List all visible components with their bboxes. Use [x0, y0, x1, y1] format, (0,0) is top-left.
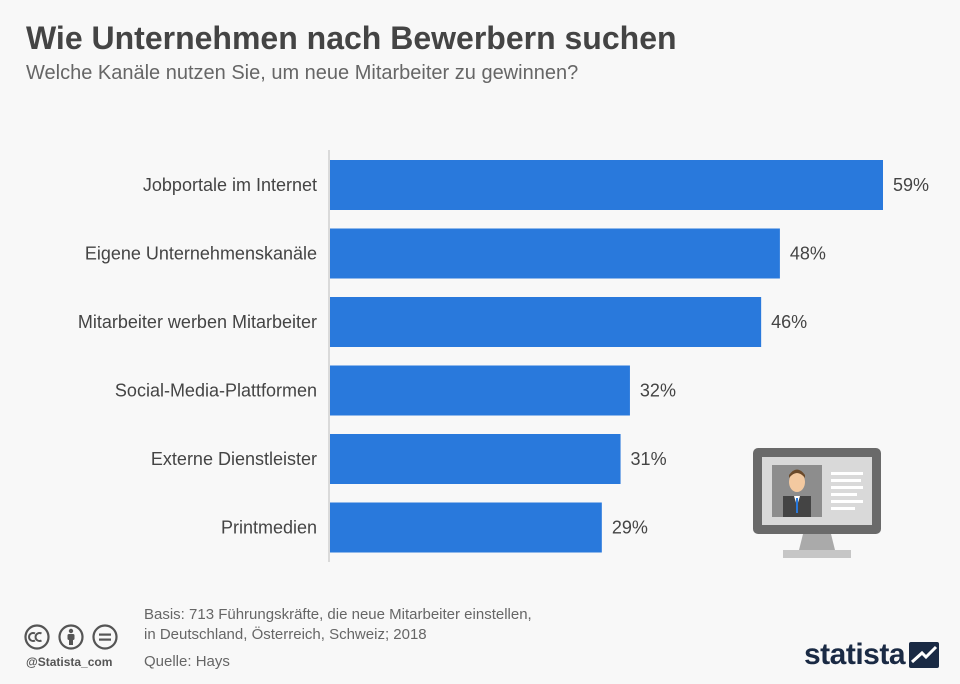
- value-label: 31%: [631, 449, 667, 469]
- bars-group: Jobportale im Internet 59% Eigene Unterneh…: [78, 160, 929, 553]
- value-label: 48%: [790, 244, 826, 264]
- bar: [330, 160, 883, 210]
- category-label: Eigene Unternehmenskanäle: [85, 244, 317, 264]
- chart-title: Wie Unternehmen nach Bewerbern suchen: [26, 20, 677, 56]
- statista-handle: @Statista_com: [26, 655, 113, 669]
- statista-wordmark: statista: [804, 638, 906, 671]
- chart-subtitle: Welche Kanäle nutzen Sie, um neue Mitarb…: [26, 62, 579, 84]
- bar: [330, 434, 621, 484]
- bar-chart: Jobportale im Internet 59% Eigene Unterneh…: [78, 150, 929, 562]
- category-label: Mitarbeiter werben Mitarbeiter: [78, 312, 317, 332]
- statista-brand[interactable]: statista: [804, 638, 940, 672]
- category-label: Printmedien: [221, 518, 317, 538]
- source-note: Quelle: Hays: [144, 653, 230, 670]
- bar: [330, 228, 780, 279]
- value-label: 29%: [612, 518, 648, 538]
- category-label: Social-Media-Plattformen: [115, 381, 317, 401]
- value-label: 46%: [771, 312, 807, 332]
- bar: [330, 365, 630, 416]
- value-label: 32%: [640, 381, 676, 401]
- nd-icon: [92, 624, 118, 650]
- license-icons: [24, 624, 118, 650]
- bar: [330, 502, 602, 553]
- basis-note-line1: Basis: 713 Führungskräfte, die neue Mita…: [144, 606, 532, 623]
- value-label: 59%: [893, 175, 929, 195]
- category-label: Jobportale im Internet: [143, 175, 317, 195]
- monitor-user-icon: [753, 448, 881, 558]
- category-label: Externe Dienstleister: [151, 449, 317, 469]
- by-icon: [58, 624, 84, 650]
- basis-note-line2: in Deutschland, Österreich, Schweiz; 201…: [144, 626, 427, 643]
- cc-icon: [24, 624, 50, 650]
- bar: [330, 297, 762, 347]
- statista-logo-icon: [909, 642, 940, 668]
